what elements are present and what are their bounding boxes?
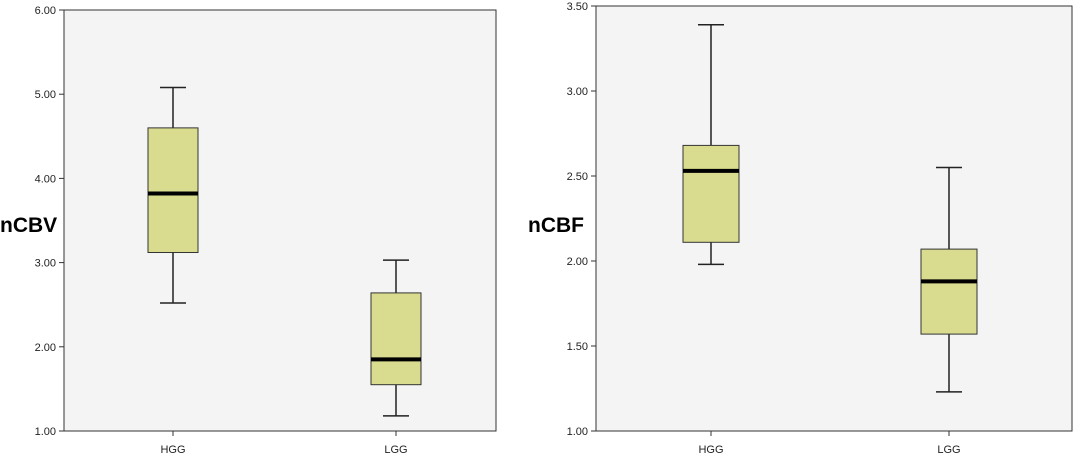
y-tick-label: 3.50 <box>567 1 588 13</box>
box-hgg <box>147 86 199 304</box>
y-tick-label: 2.50 <box>567 171 588 183</box>
box-iqr <box>920 248 978 335</box>
y-axis-ticks-ncbf: 1.00 1.50 2.00 2.50 3.00 3.50 <box>567 1 596 438</box>
y-axis-label-ncbf: nCBF <box>528 214 584 237</box>
box-lgg <box>370 259 422 417</box>
y-tick-label: 1.00 <box>567 426 588 438</box>
x-category-label: LGG <box>384 444 407 456</box>
y-tick-label: 3.00 <box>567 86 588 98</box>
box-hgg <box>682 23 740 266</box>
x-category-label: HGG <box>698 444 723 456</box>
y-tick-label: 4.00 <box>35 173 56 185</box>
x-axis-categories-ncbv: HGG LGG <box>160 431 408 456</box>
box-lgg <box>920 166 978 393</box>
y-tick-label: 1.50 <box>567 341 588 353</box>
plot-area-ncbf <box>595 5 1073 432</box>
y-tick-label: 6.00 <box>35 5 56 17</box>
boxes-ncbv <box>147 86 422 417</box>
chart-panel-ncbv: nCBV 1.00 2.00 3.00 4.00 5.00 6.00 HGG LGG <box>0 5 497 456</box>
x-category-label: HGG <box>160 444 185 456</box>
box-iqr <box>370 292 422 386</box>
y-tick-label: 3.00 <box>35 258 56 270</box>
y-tick-label: 2.00 <box>35 342 56 354</box>
y-tick-label: 2.00 <box>567 256 588 268</box>
x-axis-categories-ncbf: HGG LGG <box>698 431 961 456</box>
box-iqr <box>147 127 199 253</box>
chart-panel-ncbf: nCBF 1.00 1.50 2.00 2.50 3.00 3.50 HGG LGG <box>528 1 1073 456</box>
boxes-ncbf <box>682 23 978 393</box>
plot-area-ncbv <box>63 9 497 432</box>
y-tick-label: 1.00 <box>35 426 56 438</box>
y-axis-ticks-ncbv: 1.00 2.00 3.00 4.00 5.00 6.00 <box>35 5 64 438</box>
x-category-label: LGG <box>937 444 960 456</box>
box-iqr <box>682 144 740 243</box>
y-tick-label: 5.00 <box>35 89 56 101</box>
y-axis-label-ncbv: nCBV <box>0 214 57 237</box>
